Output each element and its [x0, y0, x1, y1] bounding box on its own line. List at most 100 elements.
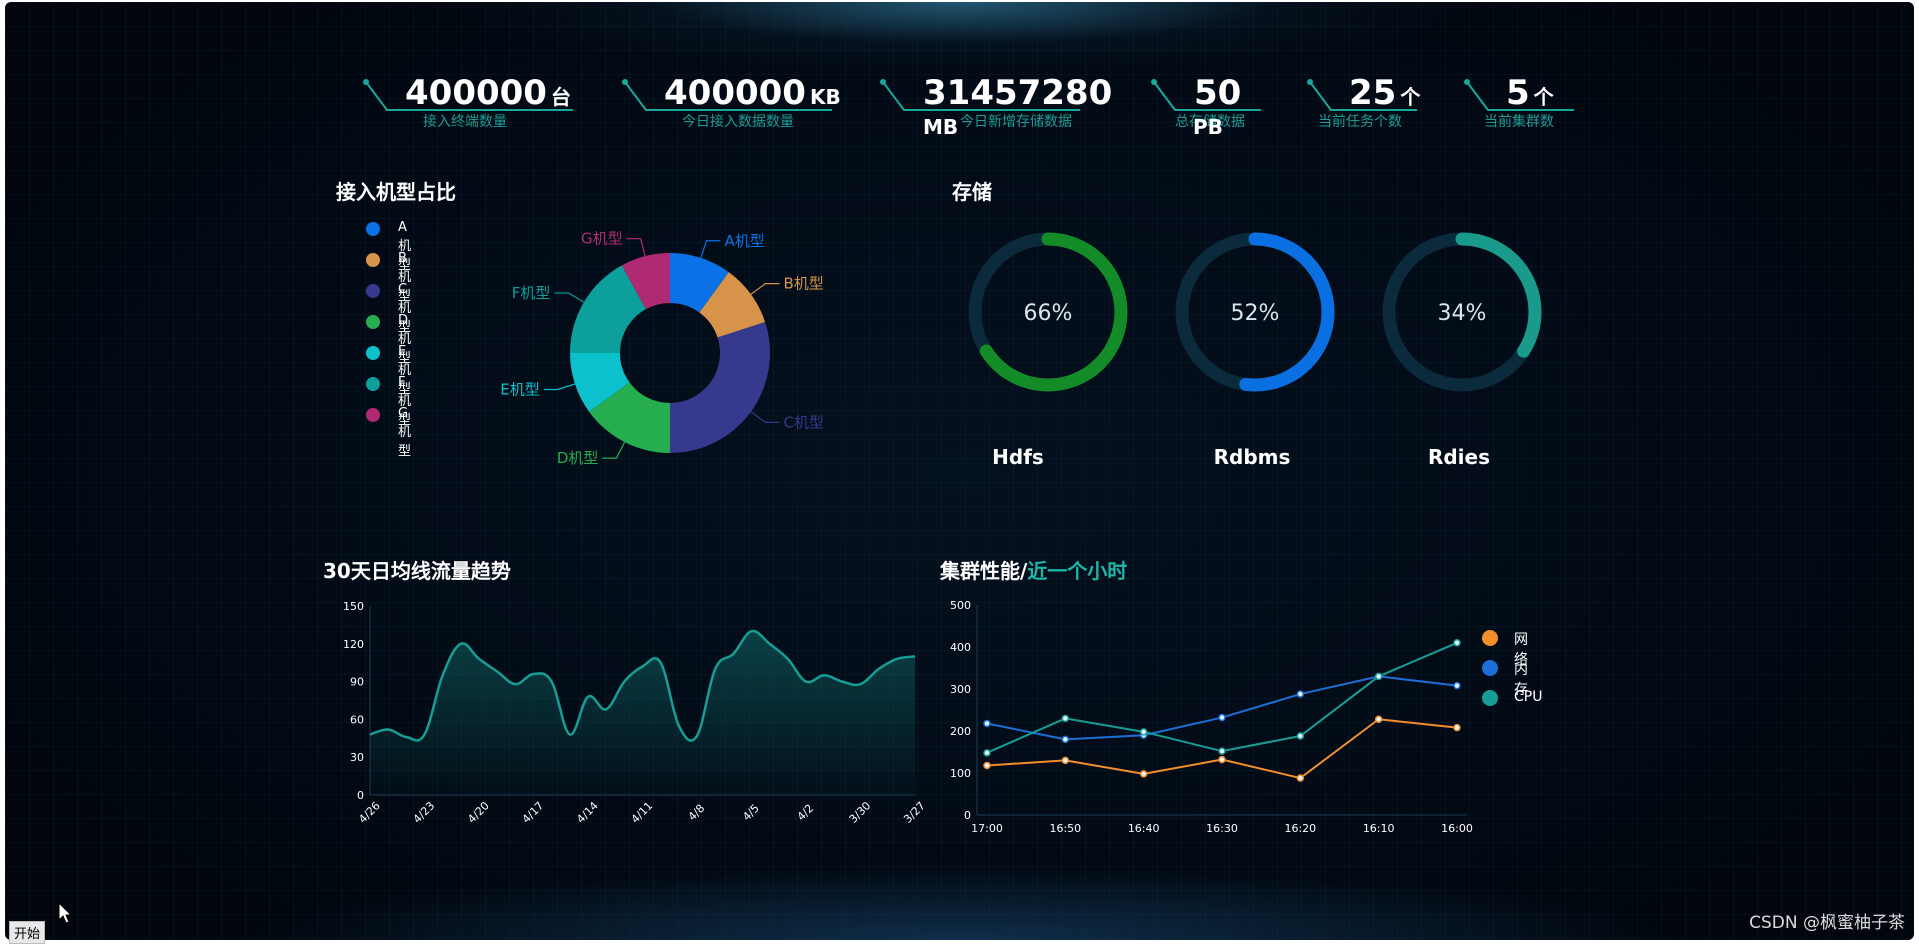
traffic-line — [369, 629, 916, 742]
x-tick-10: 3/27 — [901, 799, 928, 826]
x-tick-0: 17:00 — [971, 822, 1003, 835]
kpi-value: 400000 台 — [405, 73, 571, 113]
x-tick-8: 4/2 — [795, 802, 817, 824]
traffic-line-chart: 0 30 60 90 120 150 4/26 4/23 4/20 4/17 4/14 4/11 4/8… — [343, 600, 928, 826]
series-point-0-6 — [1453, 723, 1461, 732]
ring-progress-2 — [1382, 232, 1542, 392]
series-point-0-1 — [1061, 756, 1070, 765]
series-point-1-4 — [1296, 690, 1305, 698]
cluster-title: 集群性能/近一个小时 — [940, 559, 1128, 583]
kpi-decoration — [622, 79, 832, 111]
y-tick-4: 400 — [950, 641, 971, 654]
kpi-value: 50 — [1194, 73, 1242, 113]
storage-rings: 66% 52% 34% — [968, 232, 1542, 392]
legend-dot — [366, 315, 380, 329]
series-point-2-5 — [1374, 672, 1383, 681]
legend-dot — [366, 284, 380, 298]
kpi-value: 400000 KB — [664, 73, 841, 113]
legend-label: E机型 — [398, 344, 412, 397]
kpi-tasks: 25 个 当前任务个数 — [1307, 70, 1420, 140]
kpi-storage-total: 总存储数据 50 PB — [1151, 70, 1261, 140]
pie-leader-2 — [750, 411, 780, 423]
kpi-decoration — [1151, 79, 1261, 111]
x-tick-0: 4/26 — [356, 799, 383, 826]
x-tick-5: 4/11 — [629, 799, 656, 826]
x-tick-3: 16:30 — [1206, 822, 1238, 835]
pie-slice-6 — [621, 253, 670, 310]
traffic-area — [370, 630, 915, 795]
series-line-1 — [986, 675, 1458, 741]
pie-slice-3 — [589, 382, 670, 453]
legend-label: C机型 — [398, 282, 412, 335]
legend-dot — [1482, 660, 1498, 676]
x-tick-2: 4/20 — [465, 799, 492, 826]
ring-progress-0 — [968, 232, 1128, 392]
x-tick-2: 16:40 — [1128, 822, 1160, 835]
y-tick-5: 500 — [950, 599, 971, 612]
legend-dot — [1482, 690, 1498, 706]
pie-leader-4 — [543, 383, 576, 391]
pie-leader-6 — [626, 238, 646, 257]
pie-leader-5 — [554, 292, 585, 303]
legend-label: B机型 — [398, 251, 412, 304]
x-tick-5: 16:10 — [1363, 822, 1395, 835]
pie-label-6: G机型 — [581, 230, 623, 248]
legend-label: D机型 — [398, 313, 412, 366]
legend-label: A机型 — [398, 220, 412, 273]
series-point-1-6 — [1453, 681, 1461, 690]
series-point-2-4 — [1296, 732, 1305, 740]
kpi-unit: MB — [923, 115, 959, 139]
x-tick-4: 16:20 — [1284, 822, 1316, 835]
y-tick-3: 90 — [350, 676, 364, 689]
series-point-1-1 — [1061, 735, 1070, 744]
dashboard-frame — [5, 2, 1914, 940]
storage-name-rdies: Rdies — [1427, 445, 1491, 469]
cluster-line-chart: 0 100 200 300 400 500 17:00 16:50 16:40 16:30 16:2… — [950, 599, 1473, 835]
kpi-label: 接入终端数量 — [423, 114, 507, 130]
x-tick-9: 3/30 — [847, 799, 874, 826]
kpi-decoration — [363, 79, 573, 111]
series-point-2-2 — [1139, 728, 1148, 736]
legend-dot — [1482, 630, 1498, 646]
y-tick-5: 150 — [343, 600, 364, 613]
kpi-decoration — [1464, 79, 1574, 111]
ring-percent-2: 34% — [1438, 301, 1487, 326]
pie-slice-2 — [670, 322, 770, 453]
y-tick-1: 30 — [350, 751, 364, 764]
pie-leader-1 — [750, 283, 780, 295]
series-point-0-4 — [1296, 774, 1305, 782]
pie-label-1: B机型 — [783, 275, 823, 293]
kpi-terminals: 400000 台 接入终端数量 — [363, 70, 573, 140]
series-point-0-5 — [1374, 715, 1383, 723]
y-tick-0: 0 — [357, 789, 364, 802]
x-tick-4: 4/14 — [574, 799, 601, 826]
y-tick-4: 120 — [343, 638, 364, 651]
start-button[interactable]: 开始 — [9, 921, 46, 944]
model-share-title: 接入机型占比 — [336, 180, 456, 204]
kpi-storage-today: 今日新增存储数据 31457280 MB — [880, 70, 1112, 140]
series-point-0-3 — [1218, 755, 1226, 764]
ring-percent-0: 66% — [1024, 301, 1073, 326]
x-tick-1: 4/23 — [411, 799, 438, 826]
pie-label-5: F机型 — [512, 284, 551, 302]
pie-slice-0 — [670, 253, 729, 313]
background-grid — [5, 2, 1914, 940]
pie-slice-1 — [699, 272, 766, 338]
legend-label: F机型 — [398, 375, 412, 428]
legend-label: G机型 — [398, 406, 412, 459]
x-tick-7: 4/5 — [740, 802, 762, 824]
x-tick-6: 4/8 — [686, 802, 708, 824]
kpi-unit: PB — [1193, 115, 1223, 139]
y-tick-0: 0 — [964, 809, 971, 822]
legend-dot — [366, 253, 380, 267]
legend-dot — [366, 222, 380, 236]
series-point-1-0 — [983, 719, 991, 728]
pie-label-2: C机型 — [783, 413, 823, 431]
ring-percent-1: 52% — [1231, 301, 1280, 326]
storage-name-hdfs: Hdfs — [992, 445, 1044, 469]
y-tick-1: 100 — [950, 767, 971, 780]
pie-label-3: D机型 — [557, 449, 599, 467]
y-tick-2: 60 — [350, 713, 364, 726]
